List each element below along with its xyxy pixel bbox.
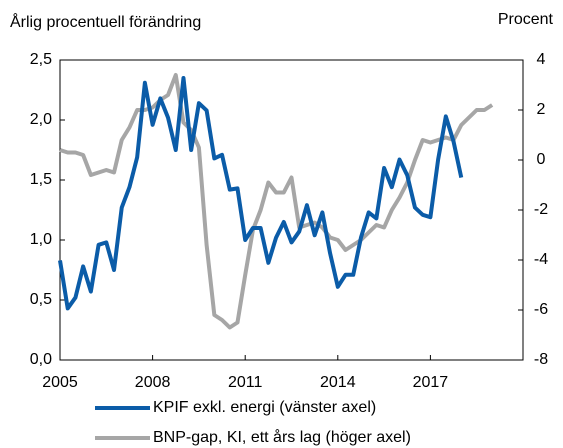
y-tick-label: 1,0 xyxy=(30,231,52,248)
y2-tick-label: 0 xyxy=(537,151,546,168)
y2-axis-title: Procent xyxy=(498,11,554,28)
series-line xyxy=(58,76,464,311)
chart-title: Årlig procentuell förändring xyxy=(10,12,201,31)
x-tick-label: 2014 xyxy=(320,374,356,391)
y2-tick-label: -2 xyxy=(534,201,548,218)
y2-tick-label: -8 xyxy=(534,351,548,368)
x-tick-label: 2017 xyxy=(413,374,449,391)
y2-tick-label: 4 xyxy=(537,51,546,68)
y-tick-label: 0,5 xyxy=(30,291,52,308)
y-tick-label: 0,0 xyxy=(30,351,52,368)
legend-label: KPIF exkl. energi (vänster axel) xyxy=(153,399,376,416)
plot-frame xyxy=(59,59,524,361)
y-tick-label: 1,5 xyxy=(30,171,52,188)
legend-label: BNP-gap, KI, ett års lag (höger axel) xyxy=(153,428,411,446)
x-tick-label: 2008 xyxy=(135,374,171,391)
y2-tick-label: 2 xyxy=(537,101,546,118)
y2-tick-label: -4 xyxy=(534,251,548,268)
y-tick-label: 2,0 xyxy=(30,111,52,128)
series-line xyxy=(59,73,494,330)
y2-tick-label: -6 xyxy=(534,301,548,318)
x-tick-label: 2005 xyxy=(42,374,78,391)
y-tick-label: 2,5 xyxy=(30,51,52,68)
x-tick-label: 2011 xyxy=(228,374,263,391)
